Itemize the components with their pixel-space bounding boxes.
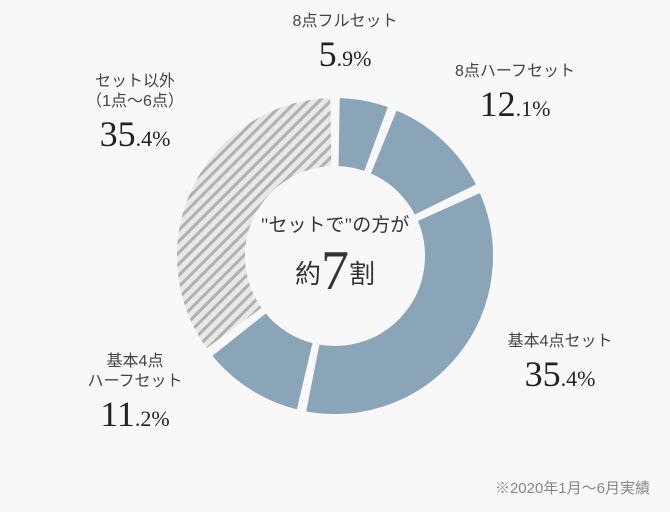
slice-other bbox=[175, 96, 333, 351]
footnote: ※2020年1月～6月実績 bbox=[495, 477, 650, 498]
slice-basic4 bbox=[304, 190, 495, 416]
slice-pct: 5.9% bbox=[260, 32, 430, 77]
slice-name: 基本4点セット bbox=[480, 332, 640, 352]
slice-label-basic4: 基本4点セット35.4% bbox=[480, 332, 640, 397]
slice-label-full8: 8点フルセット5.9% bbox=[260, 12, 430, 77]
donut-chart: "セットで"の方が 約7割 8点フルセット5.9%8点ハーフセット12.1%基本… bbox=[0, 0, 670, 512]
slice-name: 8点フルセット bbox=[260, 12, 430, 32]
slice-pct: 35.4% bbox=[480, 352, 640, 397]
slice-name: 8点ハーフセット bbox=[430, 62, 600, 82]
donut-svg bbox=[175, 96, 495, 416]
